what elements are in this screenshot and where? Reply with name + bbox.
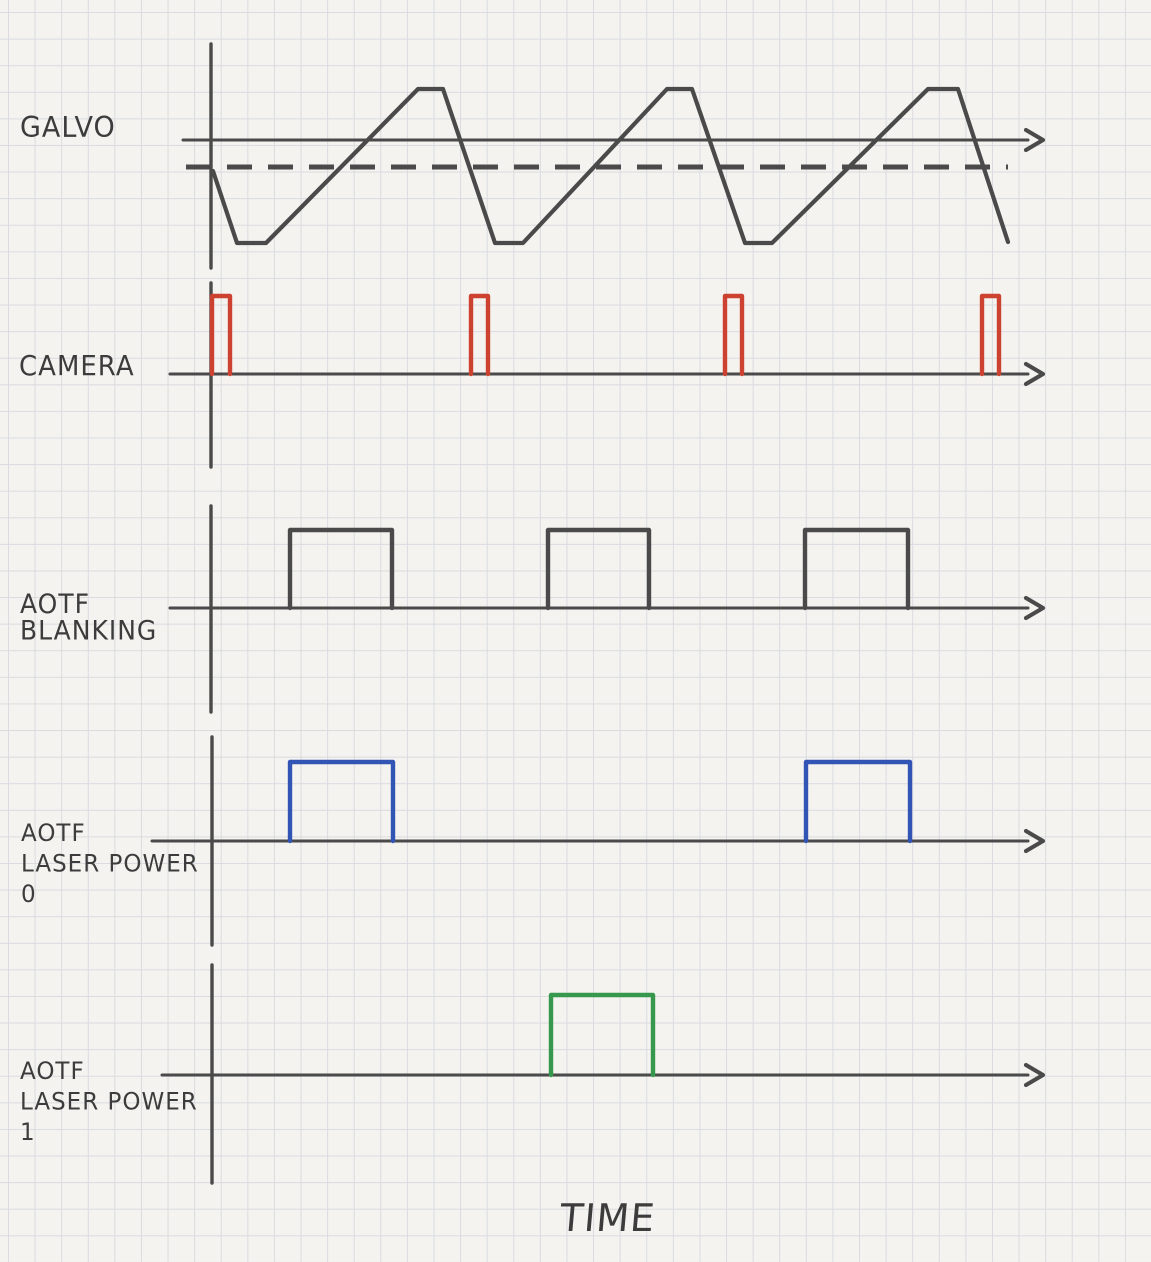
camera-pulse-3 (722, 293, 745, 377)
aotf-blanking-label-line-2: BLANKING (20, 615, 158, 646)
aotf-laser-power-0-pulse-2 (803, 759, 913, 844)
galvo-label: GALVO (20, 112, 116, 145)
galvo-waveform (210, 86, 1011, 246)
aotf-laser-power-1-pulse-1 (548, 992, 656, 1078)
galvo-label-line: GALVO (20, 112, 116, 145)
aotf-blanking-pulse-3 (802, 527, 911, 611)
camera-pulse-1 (209, 293, 233, 377)
aotf-laser-power-0-axis-arrowhead (1023, 828, 1046, 854)
aotf-laser-power-1-axis-arrowhead (1023, 1062, 1046, 1088)
camera-pulse-2 (468, 293, 491, 377)
galvo-axis-arrowhead (1023, 127, 1046, 153)
aotf-laser-power-1-label: AOTF LASER POWER 1 (20, 1057, 198, 1148)
aotf-laser-power-1-label-line-2: LASER POWER (20, 1088, 198, 1116)
camera-axis-arrowhead (1023, 361, 1046, 387)
aotf-laser-power-1-label-line-3: 1 (20, 1118, 36, 1147)
time-axis-label: TIME (558, 1196, 658, 1240)
camera-label-line: CAMERA (19, 351, 135, 383)
camera-label: CAMERA (19, 351, 135, 383)
aotf-laser-power-0-label-line-1: AOTF (21, 820, 86, 848)
aotf-blanking-label-line-1: AOTF (20, 588, 90, 620)
aotf-blanking-label: AOTF BLANKING (20, 591, 157, 644)
camera-pulse-4 (979, 293, 1002, 377)
aotf-laser-power-0-label-line-2: LASER POWER (21, 850, 199, 878)
aotf-laser-power-0-label: AOTF LASER POWER 0 (21, 819, 199, 910)
aotf-laser-power-0-pulse-1 (287, 759, 396, 844)
aotf-blanking-axis-arrowhead (1023, 595, 1046, 621)
aotf-laser-power-0-label-line-3: 0 (21, 880, 37, 909)
aotf-blanking-pulse-1 (287, 527, 395, 611)
aotf-laser-power-1-label-line-1: AOTF (20, 1058, 85, 1086)
aotf-blanking-pulse-2 (545, 527, 652, 611)
